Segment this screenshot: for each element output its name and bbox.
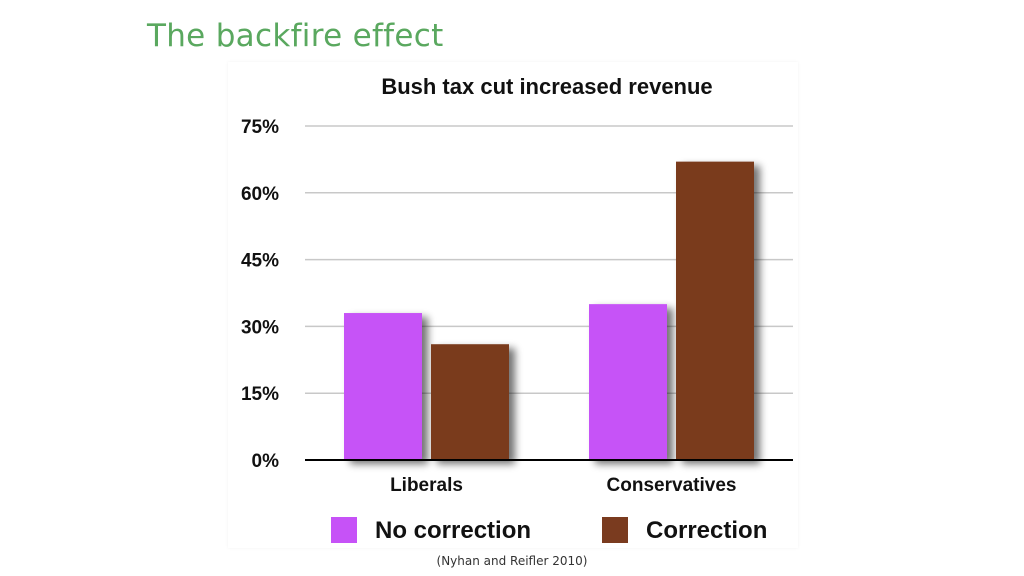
chart-title: Bush tax cut increased revenue [381,74,712,99]
y-tick-label: 30% [241,317,279,338]
legend: No correction Correction [331,517,767,544]
y-axis-tick-labels: 0% 15% 30% 45% 60% 75% [241,117,279,472]
bar [431,344,509,460]
y-tick-label: 45% [241,251,279,272]
bar [344,313,422,460]
x-axis-category-labels: Liberals Conservatives [390,475,736,496]
x-category-label: Liberals [390,475,463,496]
y-tick-label: 15% [241,384,279,405]
legend-label: No correction [375,517,531,544]
citation: (Nyhan and Reifler 2010) [436,554,588,568]
legend-swatch [602,517,628,543]
y-tick-label: 0% [252,451,280,472]
x-category-label: Conservatives [607,475,737,496]
legend-swatch [331,517,357,543]
y-tick-label: 75% [241,117,279,138]
bar [589,304,667,460]
slide-title: The backfire effect [147,18,444,54]
bars [344,161,754,461]
bar [676,161,754,461]
legend-label: Correction [646,517,767,544]
y-tick-label: 60% [241,184,279,205]
